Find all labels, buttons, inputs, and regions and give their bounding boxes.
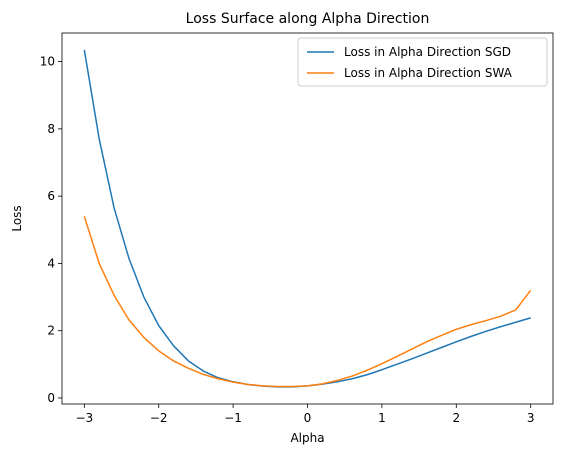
y-tick-label: 4	[47, 256, 55, 270]
y-axis: 0 2 4 6 8 10	[40, 55, 62, 405]
x-tick-label: −3	[75, 411, 93, 425]
legend-entry: Loss in Alpha Direction SGD	[344, 45, 511, 59]
plot-frame	[61, 32, 554, 405]
x-tick-label: 1	[378, 411, 386, 425]
x-axis: −3 −2 −1 0 1 2 3	[75, 404, 535, 425]
series-line-swa	[83, 216, 532, 388]
x-tick-label: 3	[527, 411, 535, 425]
y-tick-label: 2	[47, 324, 55, 338]
series-line-sgd	[83, 49, 531, 388]
x-tick-label: 0	[304, 411, 312, 425]
y-axis-label: Loss	[10, 205, 24, 231]
legend: Loss in Alpha Direction SGD Loss in Alpha…	[297, 37, 548, 87]
legend-box	[297, 37, 548, 87]
chart-title: Loss Surface along Alpha Direction	[186, 11, 430, 27]
x-tick-label: −2	[150, 411, 168, 425]
y-tick-label: 6	[47, 189, 55, 203]
legend-entry: Loss in Alpha Direction SWA	[344, 66, 513, 80]
y-tick-label: 10	[40, 55, 55, 69]
x-tick-label: −1	[224, 411, 242, 425]
plot-area	[61, 32, 554, 405]
y-tick-label: 8	[47, 122, 55, 136]
y-tick-label: 0	[47, 391, 55, 405]
x-axis-label: Alpha	[290, 431, 324, 445]
x-tick-label: 2	[452, 411, 460, 425]
